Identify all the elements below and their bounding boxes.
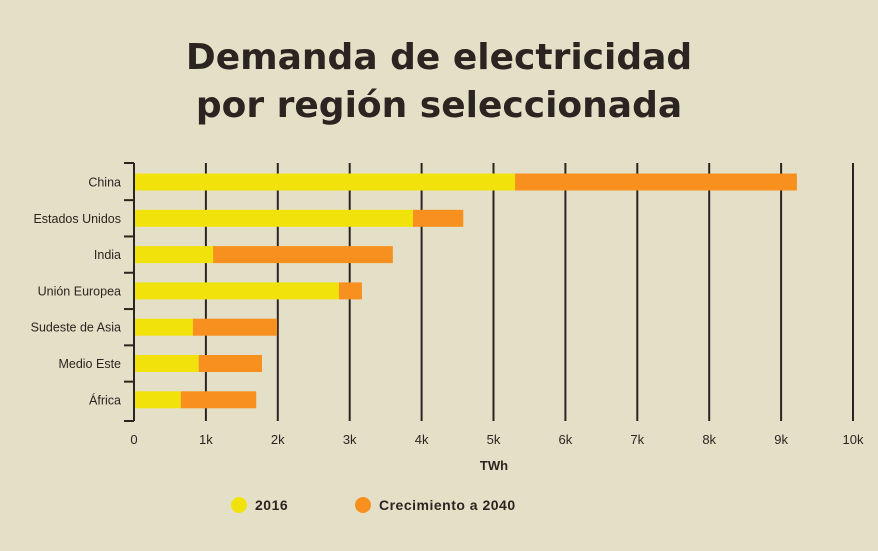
bar-2016 <box>134 209 413 227</box>
legend-swatch-growth <box>355 497 371 513</box>
x-tick-label: 9k <box>774 432 788 447</box>
bar-2016 <box>134 282 339 300</box>
x-tick-label: 7k <box>630 432 644 447</box>
y-tick-label: China <box>88 176 121 190</box>
axes: 0 1k 2k 3k 4k 5k 6k 7k 8k 9k 10k China Estados Unido… <box>31 162 864 447</box>
legend-item-2016: 2016 <box>231 497 288 513</box>
x-tick-label: 0 <box>130 432 137 447</box>
bar-growth <box>180 391 257 409</box>
chart-title-line1: Demanda de electricidad <box>185 37 693 78</box>
bar-growth <box>412 209 464 227</box>
x-tick-label: 3k <box>343 432 357 447</box>
x-tick-label: 2k <box>271 432 285 447</box>
y-tick-label: África <box>89 392 121 407</box>
bar-growth <box>338 282 362 300</box>
y-tick-label: Medio Este <box>58 357 121 371</box>
legend-label-growth: Crecimiento a 2040 <box>379 497 516 513</box>
x-tick-label: 4k <box>415 432 429 447</box>
bar-2016 <box>134 173 516 191</box>
x-tick-label: 6k <box>559 432 573 447</box>
bar-growth <box>213 246 393 264</box>
x-axis-label: TWh <box>480 458 508 473</box>
y-tick-label: Sudeste de Asia <box>31 321 121 335</box>
x-tick-label: 5k <box>487 432 501 447</box>
legend-swatch-2016 <box>231 497 247 513</box>
x-tick-label: 10k <box>843 432 864 447</box>
bar-2016 <box>134 355 199 372</box>
y-tick-label: Estados Unidos <box>33 212 121 226</box>
y-tick-label: Unión Europea <box>38 284 121 298</box>
bar-2016 <box>134 391 181 409</box>
bar-2016 <box>134 246 214 264</box>
bar-2016 <box>134 318 193 336</box>
chart-title-line2: por región seleccionada <box>195 85 683 126</box>
bars <box>134 173 797 409</box>
chart-title: Demanda de electricidad por región selec… <box>0 34 878 130</box>
legend-item-growth: Crecimiento a 2040 <box>355 497 516 513</box>
bar-growth <box>192 318 278 336</box>
bar-growth <box>515 173 797 191</box>
x-tick-label: 1k <box>199 432 213 447</box>
x-tick-label: 8k <box>702 432 716 447</box>
y-tick-label: India <box>94 248 121 262</box>
bar-growth <box>198 355 262 372</box>
legend-label-2016: 2016 <box>255 497 289 513</box>
